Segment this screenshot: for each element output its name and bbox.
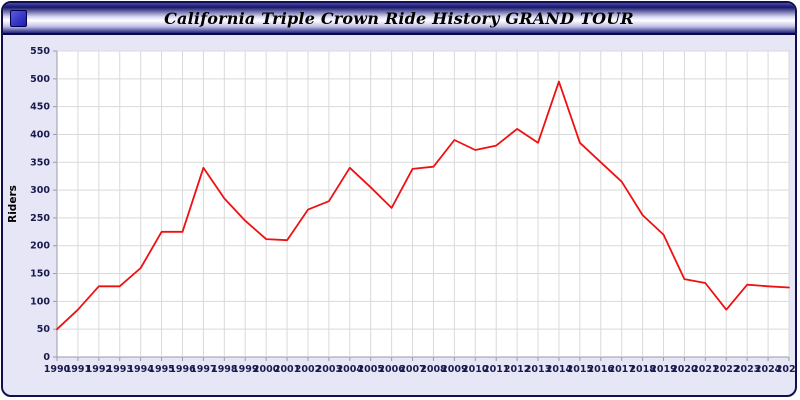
svg-text:2019: 2019 <box>650 364 676 375</box>
svg-text:450: 450 <box>30 102 50 113</box>
svg-text:2023: 2023 <box>734 364 760 375</box>
svg-text:1990: 1990 <box>44 364 71 375</box>
svg-text:2002: 2002 <box>295 364 321 375</box>
svg-text:2001: 2001 <box>274 364 300 375</box>
svg-text:2005: 2005 <box>357 364 383 375</box>
svg-text:550: 550 <box>30 46 50 57</box>
svg-text:150: 150 <box>30 269 50 280</box>
svg-text:500: 500 <box>30 74 50 85</box>
svg-text:Riders: Riders <box>7 185 19 223</box>
svg-text:2016: 2016 <box>588 364 615 375</box>
svg-text:1998: 1998 <box>211 364 238 375</box>
svg-text:1991: 1991 <box>65 364 91 375</box>
chart-title: California Triple Crown Ride History GRA… <box>164 8 634 28</box>
svg-text:350: 350 <box>30 157 50 168</box>
svg-text:2013: 2013 <box>525 364 551 375</box>
svg-text:1996: 1996 <box>169 364 196 375</box>
svg-text:300: 300 <box>30 185 50 196</box>
svg-text:2025: 2025 <box>776 364 797 375</box>
svg-text:2010: 2010 <box>462 364 489 375</box>
svg-text:2021: 2021 <box>692 364 718 375</box>
svg-text:50: 50 <box>37 324 51 335</box>
svg-text:2017: 2017 <box>608 364 634 375</box>
chart-area: 0 50 100 150 200 250 300 350 400 450 500 550 1990 199… <box>3 35 797 395</box>
svg-text:0: 0 <box>43 352 50 363</box>
svg-text:2018: 2018 <box>629 364 656 375</box>
svg-text:2000: 2000 <box>253 364 280 375</box>
svg-text:1995: 1995 <box>148 364 174 375</box>
svg-text:1999: 1999 <box>232 364 258 375</box>
window-icon <box>10 10 27 27</box>
svg-text:1997: 1997 <box>190 364 216 375</box>
svg-text:2007: 2007 <box>399 364 425 375</box>
svg-text:2020: 2020 <box>671 364 698 375</box>
svg-text:2003: 2003 <box>316 364 342 375</box>
svg-text:2009: 2009 <box>441 364 467 375</box>
svg-text:2014: 2014 <box>546 364 573 375</box>
svg-text:250: 250 <box>30 213 50 224</box>
svg-text:2006: 2006 <box>378 364 405 375</box>
svg-text:2024: 2024 <box>755 364 782 375</box>
svg-text:1993: 1993 <box>107 364 133 375</box>
svg-text:2008: 2008 <box>420 364 447 375</box>
ride-history-line-chart: 0501001502002503003504004505005501990199… <box>7 46 797 375</box>
title-bar: California Triple Crown Ride History GRA… <box>3 3 795 35</box>
svg-text:100: 100 <box>30 296 50 307</box>
svg-text:2011: 2011 <box>483 364 509 375</box>
svg-text:1994: 1994 <box>127 364 154 375</box>
svg-text:2012: 2012 <box>504 364 530 375</box>
svg-text:2015: 2015 <box>567 364 593 375</box>
svg-text:2022: 2022 <box>713 364 739 375</box>
svg-text:400: 400 <box>30 129 50 140</box>
svg-text:200: 200 <box>30 241 50 252</box>
svg-text:2004: 2004 <box>337 364 364 375</box>
svg-text:1992: 1992 <box>86 364 112 375</box>
